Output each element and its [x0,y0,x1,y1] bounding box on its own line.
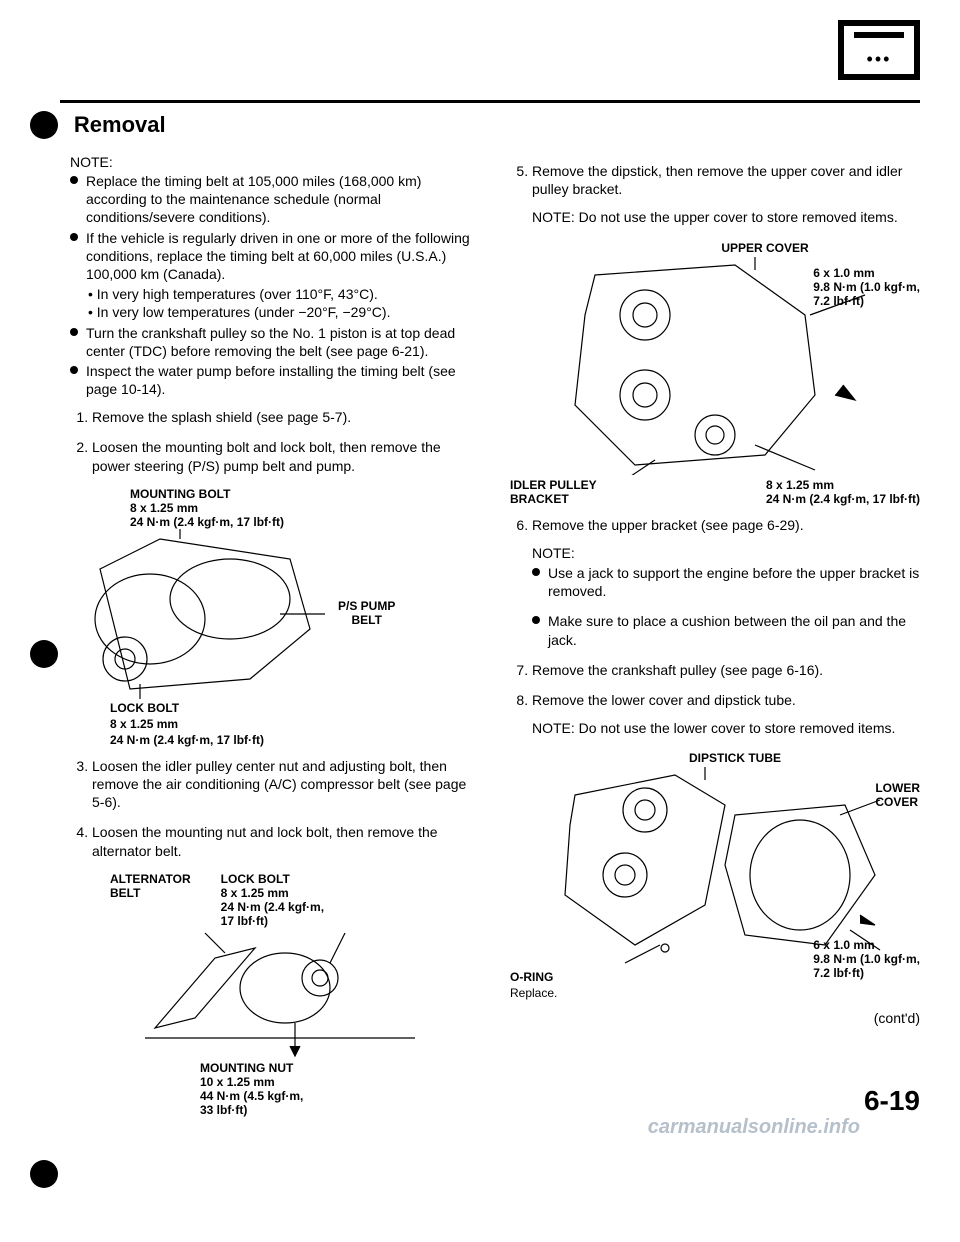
note-item: Make sure to place a cushion between the… [548,612,920,648]
step-7: Remove the crankshaft pulley (see page 6… [532,661,920,679]
step-6: Remove the upper bracket (see page 6-29)… [532,516,920,649]
note-item: Use a jack to support the engine before … [548,564,920,600]
step-4: Loosen the mounting nut and lock bolt, t… [92,823,480,859]
step-3: Loosen the idler pulley center nut and a… [92,757,480,812]
figure-ps-pump: MOUNTING BOLT 8 x 1.25 mm 24 N·m (2.4 kg… [70,487,480,747]
brand-logo [838,20,920,80]
note-item: Turn the crankshaft pulley so the No. 1 … [86,324,480,360]
step-2: Loosen the mounting bolt and lock bolt, … [92,438,480,474]
diagram-svg [70,529,330,699]
section-title: Removal [74,112,166,138]
subnote: In very low temperatures (under −20°F, −… [88,303,480,321]
note-item: Inspect the water pump before installing… [86,362,480,398]
step-8: Remove the lower cover and dipstick tube… [532,691,920,737]
right-column: Remove the dipstick, then remove the upp… [510,154,920,1127]
step-5: Remove the dipstick, then remove the upp… [532,162,920,227]
bullet-marker [30,111,58,139]
subnote: In very high temperatures (over 110°F, 4… [88,285,480,303]
left-column: NOTE: Replace the timing belt at 105,000… [70,154,480,1127]
watermark: carmanualsonline.info [648,1116,860,1139]
figure-lower-cover: DIPSTICK TUBE LOWER COVER [510,751,920,1000]
step-1: Remove the splash shield (see page 5-7). [92,408,480,426]
figure-alternator: ALTERNATOR BELT LOCK BOLT 8 x 1.25 mm 24… [70,872,480,1117]
diagram-svg [545,765,885,965]
diagram-svg [135,928,415,1058]
note-item: Replace the timing belt at 105,000 miles… [86,172,480,227]
margin-dot [30,1160,58,1188]
page-number: 6-19 [864,1085,920,1117]
margin-dot [30,640,58,668]
figure-upper-cover: UPPER COVER 6 x 1.0 mm 9.8 N·m (1.0 kgf·… [510,241,920,506]
note-item: If the vehicle is regularly driven in on… [86,229,480,322]
contd-label: (cont'd) [510,1010,920,1026]
note-label: NOTE: [70,154,480,170]
